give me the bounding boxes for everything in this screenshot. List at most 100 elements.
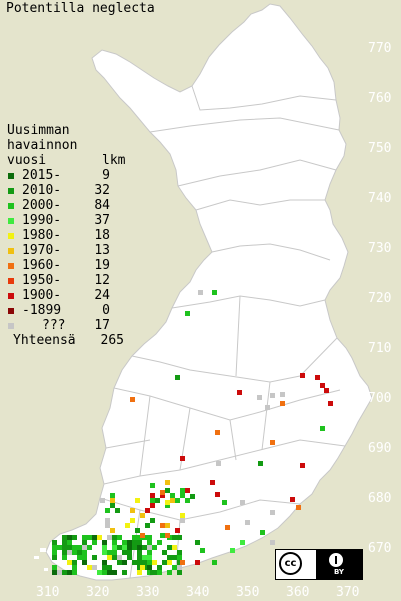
occurrence-marker — [225, 525, 230, 530]
legend-row-unknown: ??? 17 — [7, 318, 125, 333]
occurrence-marker — [92, 540, 97, 545]
occurrence-marker — [57, 545, 62, 550]
legend-label: 1900- — [22, 288, 62, 303]
legend-label: -1899 — [22, 303, 62, 318]
occurrence-marker — [62, 535, 67, 540]
legend-row-1980: 1980- 18 — [7, 228, 125, 243]
legend-header-year: vuosi — [7, 153, 47, 168]
occurrence-marker — [135, 498, 140, 503]
occurrence-marker — [150, 570, 155, 575]
occurrence-marker — [137, 545, 142, 550]
legend-count: 17 — [94, 318, 110, 333]
occurrence-marker — [110, 503, 115, 508]
legend-row-1970: 1970- 13 — [7, 243, 125, 258]
occurrence-marker — [102, 570, 107, 575]
occurrence-marker — [150, 483, 155, 488]
occurrence-marker — [72, 565, 77, 570]
occurrence-marker — [72, 535, 77, 540]
occurrence-marker — [135, 528, 140, 533]
legend-swatch — [8, 172, 14, 179]
occurrence-marker — [177, 570, 182, 575]
x-tick-label: 340 — [186, 585, 210, 600]
map-title: Potentilla neglecta — [6, 1, 155, 16]
legend-swatch — [8, 307, 14, 314]
occurrence-marker — [155, 498, 160, 503]
occurrence-marker — [172, 535, 177, 540]
cc-by-license-badge[interactable]: cc BY — [275, 549, 363, 580]
legend-total-row: Yhteensä 265 — [7, 333, 125, 348]
occurrence-marker — [112, 535, 117, 540]
occurrence-marker — [112, 555, 117, 560]
occurrence-marker — [130, 397, 135, 402]
occurrence-marker — [52, 545, 57, 550]
occurrence-marker — [137, 555, 142, 560]
occurrence-marker — [132, 545, 137, 550]
occurrence-marker — [240, 540, 245, 545]
legend-count: 0 — [102, 303, 110, 318]
occurrence-marker — [180, 518, 185, 523]
legend-label: 2000- — [22, 198, 62, 213]
occurrence-marker — [198, 290, 203, 295]
occurrence-marker — [165, 533, 170, 538]
occurrence-marker — [62, 540, 67, 545]
legend-header-line2: havainnon — [7, 138, 78, 153]
legend-swatch — [8, 232, 14, 239]
occurrence-marker — [102, 550, 107, 555]
legend-swatch — [8, 277, 14, 284]
occurrence-marker — [324, 388, 329, 393]
occurrence-marker — [177, 565, 182, 570]
occurrence-marker — [162, 560, 167, 565]
legend-count: 13 — [94, 243, 110, 258]
occurrence-marker — [185, 311, 190, 316]
occurrence-marker — [122, 560, 127, 565]
occurrence-marker — [57, 570, 62, 575]
occurrence-marker — [296, 505, 301, 510]
occurrence-marker — [165, 523, 170, 528]
occurrence-marker — [150, 503, 155, 508]
occurrence-marker — [122, 550, 127, 555]
occurrence-marker — [210, 480, 215, 485]
occurrence-marker — [147, 550, 152, 555]
occurrence-marker — [52, 550, 57, 555]
occurrence-marker — [107, 555, 112, 560]
occurrence-marker — [82, 535, 87, 540]
occurrence-marker — [200, 548, 205, 553]
occurrence-marker — [115, 508, 120, 513]
legend-label: ??? — [42, 318, 66, 333]
occurrence-marker — [127, 555, 132, 560]
occurrence-marker — [112, 545, 117, 550]
occurrence-marker — [100, 498, 105, 503]
y-tick-label: 670 — [368, 541, 392, 556]
occurrence-marker — [215, 492, 220, 497]
occurrence-marker — [97, 535, 102, 540]
occurrence-marker — [62, 555, 67, 560]
occurrence-marker — [157, 570, 162, 575]
occurrence-marker — [137, 535, 142, 540]
occurrence-marker — [110, 498, 115, 503]
occurrence-marker — [160, 490, 165, 495]
occurrence-marker — [112, 570, 117, 575]
occurrence-marker — [67, 535, 72, 540]
occurrence-marker — [132, 560, 137, 565]
occurrence-marker — [107, 565, 112, 570]
occurrence-marker — [147, 535, 152, 540]
legend-label: 1970- — [22, 243, 62, 258]
occurrence-marker — [140, 513, 145, 518]
occurrence-marker — [157, 540, 162, 545]
legend-row-1899: -1899 0 — [7, 303, 125, 318]
occurrence-marker — [110, 528, 115, 533]
legend-row-1950: 1950- 12 — [7, 273, 125, 288]
occurrence-marker — [82, 555, 87, 560]
occurrence-marker — [130, 508, 135, 513]
occurrence-marker — [147, 560, 152, 565]
occurrence-marker — [117, 555, 122, 560]
occurrence-marker — [175, 498, 180, 503]
occurrence-marker — [87, 545, 92, 550]
occurrence-marker — [180, 456, 185, 461]
legend-column-headers: vuosi lkm — [7, 153, 125, 168]
occurrence-marker — [150, 498, 155, 503]
x-tick-label: 370 — [336, 585, 360, 600]
occurrence-marker — [137, 565, 142, 570]
occurrence-marker — [152, 560, 157, 565]
occurrence-marker — [117, 535, 122, 540]
